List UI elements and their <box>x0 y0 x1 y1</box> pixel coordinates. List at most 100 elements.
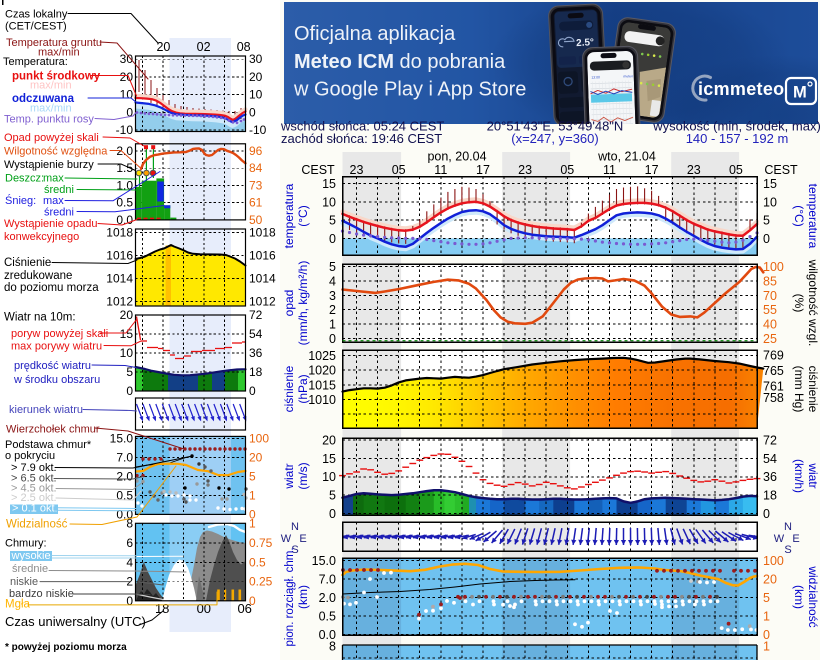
svg-text:05: 05 <box>729 163 743 177</box>
svg-text:niskie: niskie <box>10 576 38 588</box>
svg-text:15: 15 <box>763 177 777 191</box>
svg-text:N: N <box>291 521 299 533</box>
svg-text:(°C): (°C) <box>792 205 806 226</box>
svg-text:765: 765 <box>763 364 784 378</box>
svg-text:0.5: 0.5 <box>249 556 266 570</box>
svg-text:08: 08 <box>237 40 251 54</box>
svg-text:(%): (%) <box>792 294 806 313</box>
svg-text:06: 06 <box>237 601 251 616</box>
svg-text:meteo: meteo <box>623 74 633 78</box>
svg-text:E: E <box>792 533 799 545</box>
svg-text:zredukowane: zredukowane <box>4 270 72 282</box>
svg-text:kierunek wiatru: kierunek wiatru <box>9 404 83 416</box>
svg-text:1016: 1016 <box>106 249 133 263</box>
svg-text:61: 61 <box>249 196 263 210</box>
svg-text:1: 1 <box>329 318 336 332</box>
svg-text:40: 40 <box>763 318 777 332</box>
svg-text:(km): (km) <box>296 585 310 609</box>
svg-text:5: 5 <box>763 591 770 605</box>
svg-text:poryw powyżej skali: poryw powyżej skali <box>11 328 108 340</box>
svg-text:Śnieg:: Śnieg: <box>5 194 36 207</box>
svg-text:temperatura: temperatura <box>282 183 296 248</box>
svg-text:140 - 157 - 192 m: 140 - 157 - 192 m <box>686 131 789 146</box>
svg-text:0: 0 <box>763 232 770 246</box>
svg-text:0: 0 <box>126 594 133 608</box>
svg-text:8: 8 <box>329 640 336 654</box>
svg-text:M: M <box>793 84 807 102</box>
svg-text:Widzialność: Widzialność <box>6 519 68 531</box>
svg-text:7.0: 7.0 <box>319 573 336 587</box>
svg-text:wysokie: wysokie <box>11 550 51 562</box>
svg-text:1012: 1012 <box>249 295 276 309</box>
svg-text:10: 10 <box>322 470 336 484</box>
svg-text:prędkość wiatru: prędkość wiatru <box>14 360 91 372</box>
svg-text:Meteo ICM do pobrania: Meteo ICM do pobrania <box>294 51 506 73</box>
svg-text:15.0: 15.0 <box>110 432 134 446</box>
svg-text:-10: -10 <box>116 123 134 137</box>
svg-text:6: 6 <box>126 536 133 550</box>
svg-text:do poziomu morza: do poziomu morza <box>4 282 99 294</box>
svg-text:(km/h): (km/h) <box>792 459 806 493</box>
svg-text:1025: 1025 <box>308 349 336 363</box>
svg-text:Temp. punktu rosy: Temp. punktu rosy <box>4 114 94 126</box>
svg-text:konwekcyjnego: konwekcyjnego <box>4 231 79 243</box>
svg-text:0: 0 <box>126 384 133 398</box>
svg-text:4: 4 <box>329 274 336 288</box>
svg-text:opad: opad <box>282 290 296 317</box>
svg-text:5: 5 <box>763 214 770 228</box>
svg-text:55: 55 <box>763 303 777 317</box>
svg-text:15: 15 <box>120 327 134 341</box>
svg-text:zachód słońca: 19:46 CEST: zachód słońca: 19:46 CEST <box>281 131 442 146</box>
svg-text:Temperatura:: Temperatura: <box>3 56 68 68</box>
svg-text:23: 23 <box>687 163 701 177</box>
svg-text:wto, 21.04: wto, 21.04 <box>597 150 656 164</box>
svg-text:72: 72 <box>763 434 777 448</box>
svg-text:10: 10 <box>120 88 134 102</box>
svg-text:00: 00 <box>197 601 211 616</box>
svg-text:84: 84 <box>249 161 263 175</box>
svg-text:3: 3 <box>329 289 336 303</box>
svg-text:temperatura: temperatura <box>806 184 820 249</box>
svg-text:36: 36 <box>249 346 263 360</box>
svg-text:11: 11 <box>603 163 616 177</box>
svg-text:13:00: 13:00 <box>591 75 600 79</box>
svg-text:N: N <box>784 521 792 533</box>
svg-text:Wiatr na 10m:: Wiatr na 10m: <box>4 312 76 324</box>
svg-text:w Google Play i App Store: w Google Play i App Store <box>293 79 526 101</box>
svg-text:0.5: 0.5 <box>319 610 336 624</box>
svg-text:0: 0 <box>249 384 256 398</box>
svg-text:(mm/h, kg/m²/h): (mm/h, kg/m²/h) <box>296 261 310 346</box>
svg-text:23: 23 <box>518 163 532 177</box>
svg-text:1018: 1018 <box>106 226 133 240</box>
svg-text:ciśnienie: ciśnienie <box>806 366 820 413</box>
svg-text:(km): (km) <box>792 585 806 609</box>
svg-text:1015: 1015 <box>308 378 336 392</box>
svg-text:średni: średni <box>44 207 74 219</box>
svg-text:1016: 1016 <box>249 249 276 263</box>
svg-text:0: 0 <box>763 507 770 521</box>
svg-text:wilgotność wzgl.: wilgotność wzgl. <box>806 259 820 347</box>
svg-text:0.25: 0.25 <box>249 575 273 589</box>
svg-text:1010: 1010 <box>308 393 336 407</box>
svg-text:23: 23 <box>350 163 364 177</box>
svg-text:18: 18 <box>249 365 263 379</box>
svg-text:Czas lokalny: Czas lokalny <box>5 9 68 21</box>
svg-text:20: 20 <box>120 70 134 84</box>
svg-text:05: 05 <box>560 163 574 177</box>
svg-text:1: 1 <box>249 489 256 503</box>
svg-text:96: 96 <box>249 144 263 158</box>
svg-text:CEST: CEST <box>301 163 335 177</box>
svg-text:0: 0 <box>329 507 336 521</box>
svg-text:wiatr: wiatr <box>282 463 296 489</box>
svg-text:10: 10 <box>322 195 336 209</box>
svg-text:10: 10 <box>763 195 777 209</box>
svg-text:73: 73 <box>249 178 263 192</box>
svg-text:> 0.1 okt.: > 0.1 okt. <box>12 503 58 515</box>
svg-text:15.0: 15.0 <box>312 554 336 568</box>
svg-text:ciśnienie: ciśnienie <box>282 365 296 412</box>
svg-text:18: 18 <box>763 489 777 503</box>
svg-text:Wierzchołek chmur: Wierzchołek chmur <box>6 424 100 436</box>
svg-text:15: 15 <box>322 452 336 466</box>
svg-text:max: max <box>43 195 64 207</box>
svg-text:1: 1 <box>763 640 770 654</box>
